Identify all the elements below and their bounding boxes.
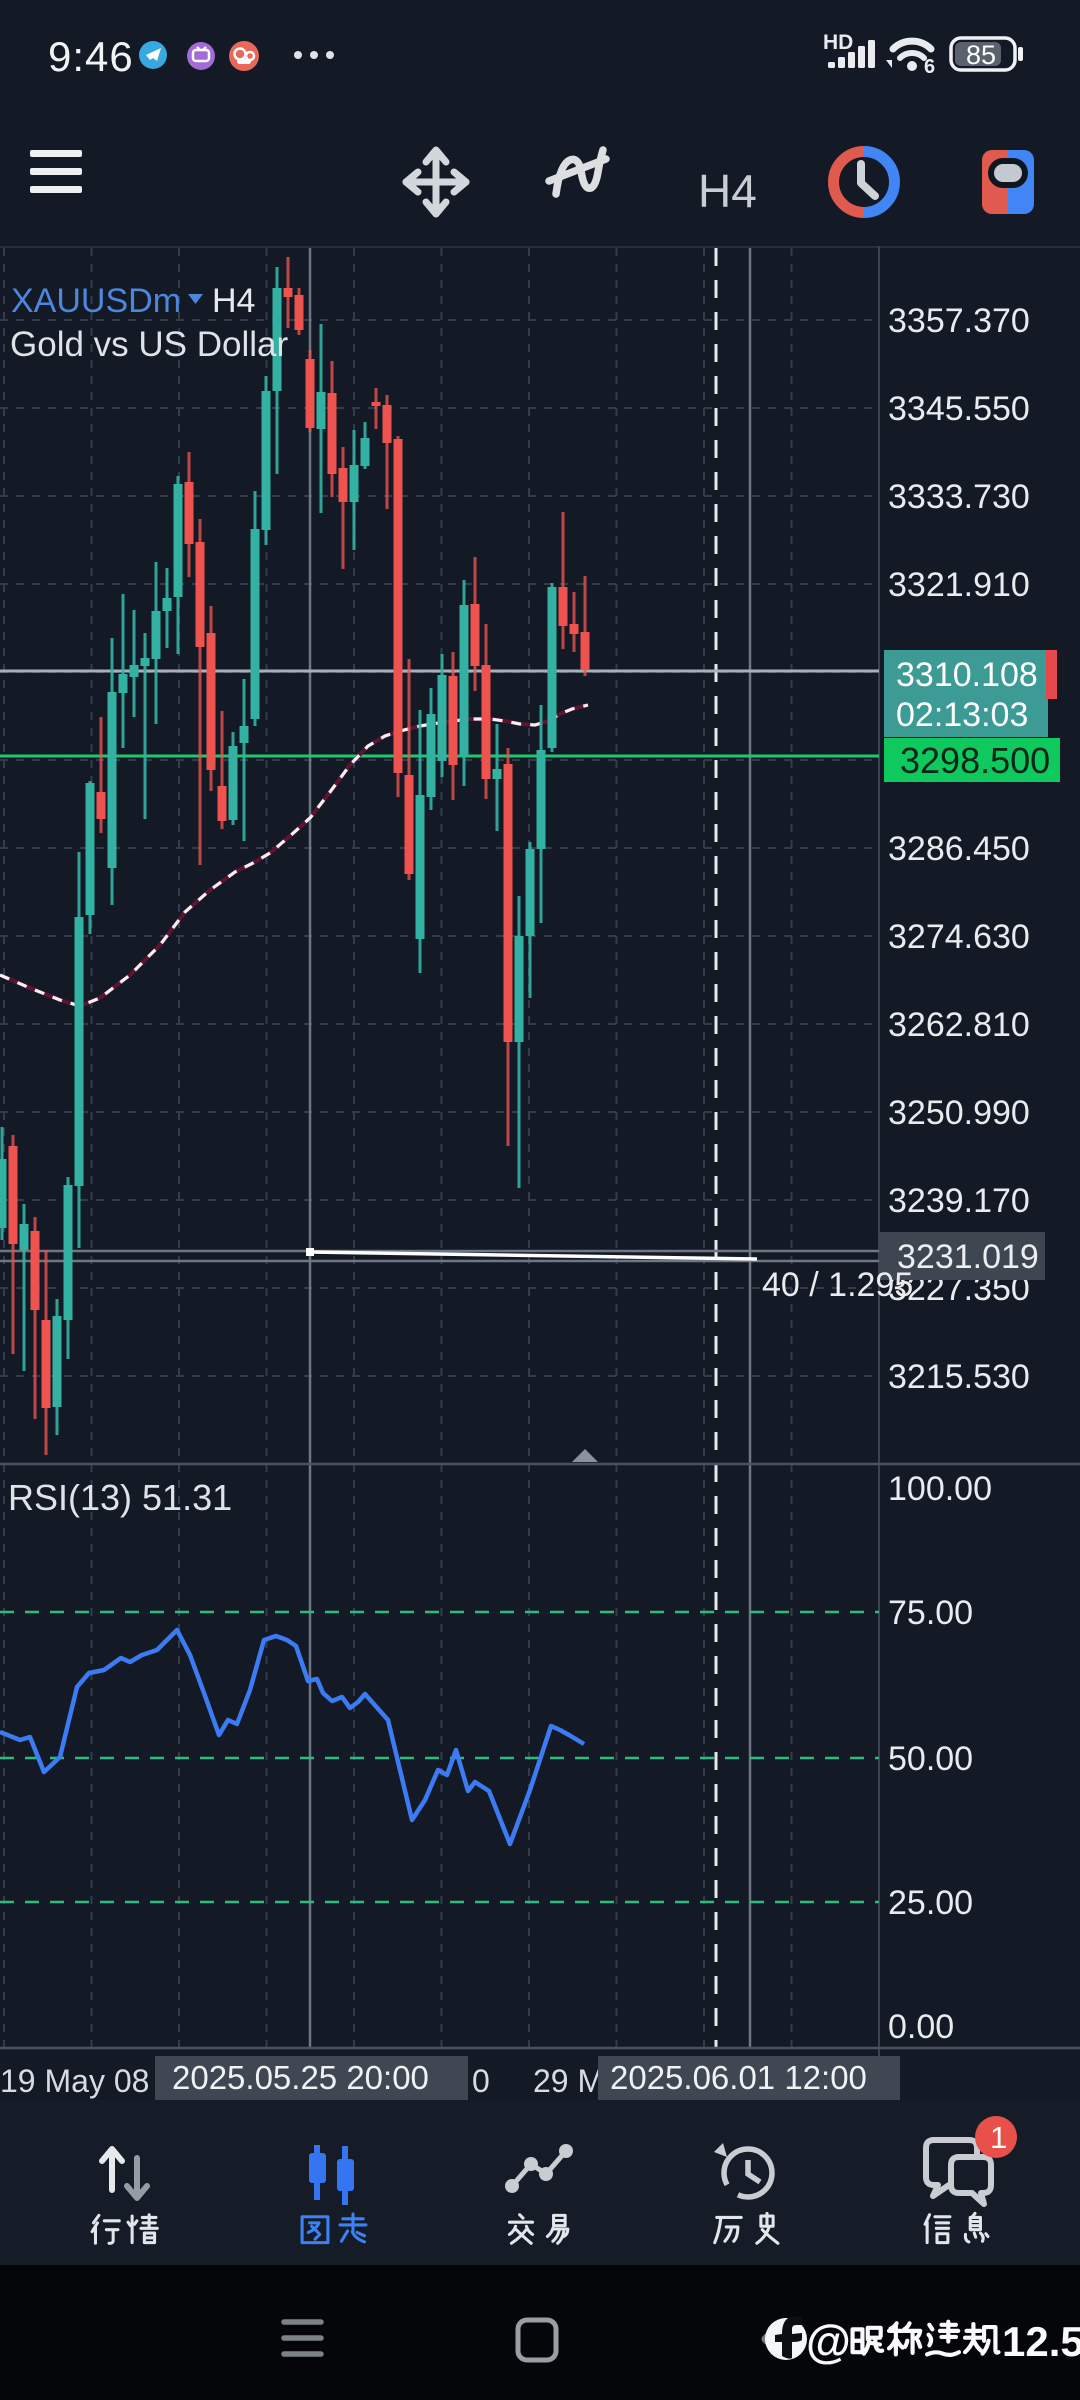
svg-text:H4: H4 (698, 165, 757, 217)
svg-text:25.00: 25.00 (888, 1884, 973, 1922)
svg-text:3286.450: 3286.450 (888, 830, 1030, 868)
svg-text:0.00: 0.00 (888, 2008, 954, 2046)
svg-text:3215.530: 3215.530 (888, 1358, 1030, 1396)
svg-text:12.5: 12.5 (1002, 2318, 1080, 2365)
svg-text:XAUUSDm: XAUUSDm (11, 282, 181, 320)
svg-text:3262.810: 3262.810 (888, 1006, 1030, 1044)
svg-text:6: 6 (924, 56, 935, 78)
svg-text:RSI(13) 51.31: RSI(13) 51.31 (8, 1477, 232, 1518)
svg-text:3321.910: 3321.910 (888, 566, 1030, 604)
svg-text:3357.370: 3357.370 (888, 302, 1030, 340)
svg-text:1: 1 (990, 2120, 1007, 2155)
svg-text:100.00: 100.00 (888, 1470, 992, 1508)
svg-text:29 M: 29 M (533, 2063, 604, 2099)
svg-text:@: @ (806, 2315, 851, 2367)
svg-text:3239.170: 3239.170 (888, 1182, 1030, 1220)
svg-text:75.00: 75.00 (888, 1594, 973, 1632)
svg-text:2025.05.25 20:00: 2025.05.25 20:00 (172, 2059, 429, 2096)
svg-text:Gold vs US Dollar: Gold vs US Dollar (10, 325, 288, 364)
svg-text:3231.019: 3231.019 (897, 1238, 1039, 1276)
svg-text:3250.990: 3250.990 (888, 1094, 1030, 1132)
svg-text:85: 85 (966, 40, 996, 70)
svg-text:HD: HD (823, 31, 853, 54)
svg-text:2025.06.01 12:00: 2025.06.01 12:00 (610, 2059, 867, 2096)
svg-text:3333.730: 3333.730 (888, 478, 1030, 516)
svg-text:40 / 1.295: 40 / 1.295 (762, 1266, 913, 1304)
svg-text:50.00: 50.00 (888, 1740, 973, 1778)
svg-text:02:13:03: 02:13:03 (896, 696, 1028, 734)
svg-text:0: 0 (472, 2063, 490, 2099)
svg-text:3298.500: 3298.500 (900, 740, 1050, 781)
svg-text:H4: H4 (212, 282, 255, 320)
svg-text:3310.108: 3310.108 (896, 656, 1038, 694)
svg-text:3345.550: 3345.550 (888, 390, 1030, 428)
svg-text:3274.630: 3274.630 (888, 918, 1030, 956)
svg-text:19 May 08: 19 May 08 (0, 2063, 149, 2099)
